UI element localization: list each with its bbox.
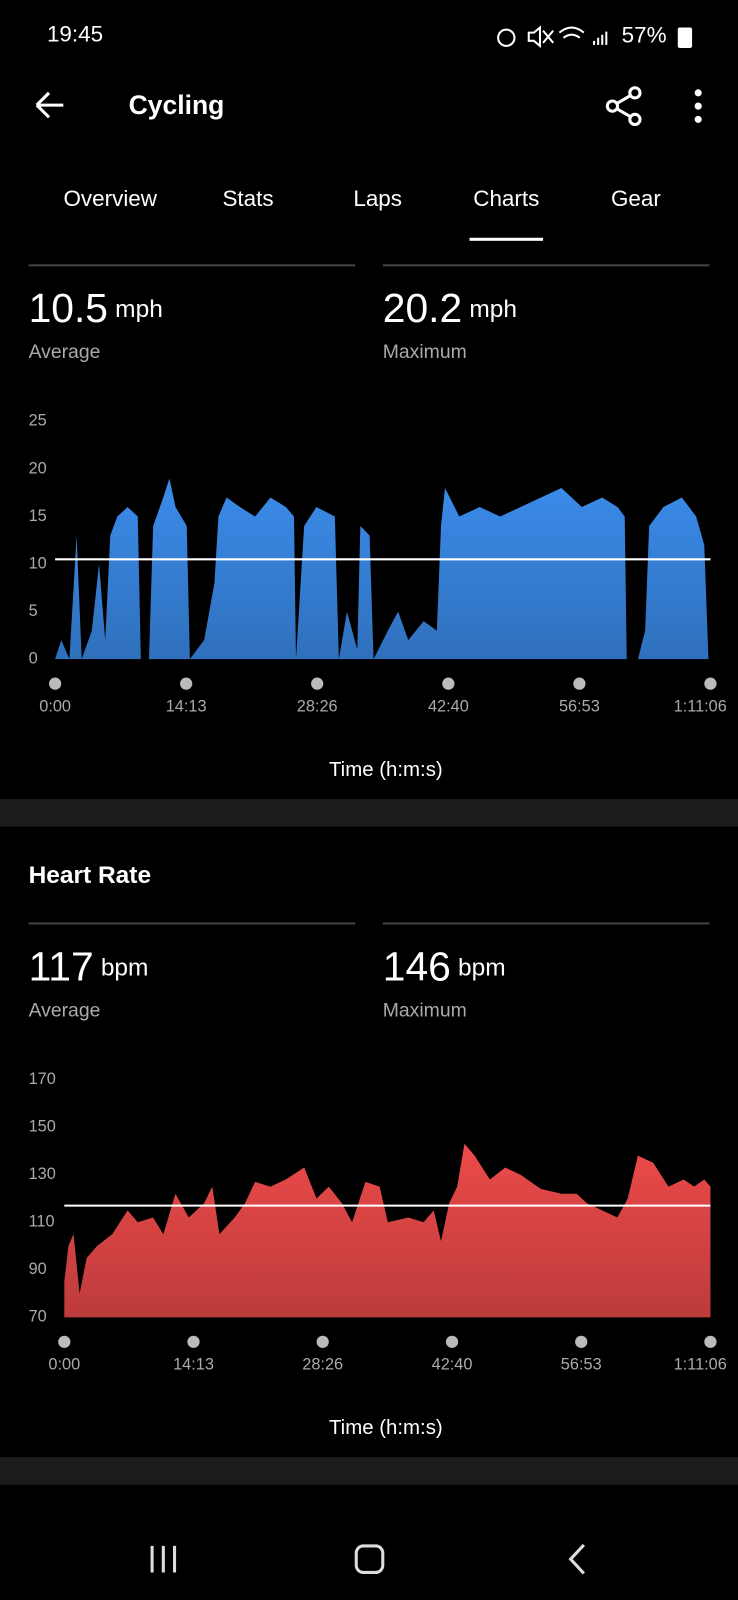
x-tick-dot: [704, 1335, 717, 1348]
x-tick-dot: [442, 677, 455, 690]
x-tick-label: 1:11:06: [674, 1356, 727, 1374]
x-tick-label: 14:13: [166, 697, 207, 715]
stat-label: Average: [29, 341, 101, 363]
tab[interactable]: Gear: [611, 186, 661, 211]
x-tick-label: 42:40: [432, 1356, 473, 1374]
x-tick-dot: [573, 677, 586, 690]
x-tick-dot: [48, 677, 62, 690]
tab[interactable]: Laps: [353, 186, 402, 211]
y-tick-label: 20: [29, 459, 47, 477]
x-tick-label: 0:00: [39, 697, 71, 715]
tab[interactable]: Stats: [222, 186, 273, 211]
stat-number: 117: [29, 943, 94, 989]
clock: 19:45: [47, 22, 103, 47]
back-button[interactable]: [35, 91, 64, 119]
y-tick-label: 25: [29, 412, 47, 430]
divider: [28, 264, 356, 267]
more-menu[interactable]: [694, 89, 702, 123]
divider: [28, 922, 356, 925]
y-tick-label: 5: [29, 602, 38, 620]
y-tick-label: 110: [29, 1213, 55, 1231]
x-tick-dot: [445, 1335, 459, 1348]
y-tick-label: 130: [29, 1165, 56, 1183]
tab-indicator: [469, 237, 544, 241]
divider: [382, 264, 710, 267]
stat-label: Maximum: [383, 999, 467, 1021]
x-axis-title: Time (h:m:s): [329, 759, 443, 781]
area: [64, 1143, 711, 1318]
stat-label: Average: [29, 999, 101, 1021]
x-axis-title: Time (h:m:s): [329, 1417, 443, 1439]
x-tick-label: 28:26: [297, 697, 338, 715]
tab[interactable]: Overview: [63, 186, 157, 211]
stat-unit: bpm: [101, 955, 149, 982]
section-separator: [0, 1457, 738, 1485]
x-tick-dot: [311, 677, 324, 690]
stat-value: 117 bpm: [29, 943, 149, 989]
x-tick-label: 42:40: [428, 697, 469, 715]
stat-value: 10.5 mph: [29, 285, 163, 331]
y-tick-label: 15: [29, 507, 47, 525]
x-tick-dot: [575, 1335, 588, 1348]
battery-percent: 57%: [622, 23, 667, 48]
x-tick-dot: [180, 677, 193, 690]
tab[interactable]: Charts: [473, 186, 539, 211]
stat-unit: bpm: [458, 955, 506, 982]
stat-unit: mph: [469, 297, 517, 324]
stat-label: Maximum: [383, 341, 467, 363]
x-tick-label: 56:53: [559, 697, 600, 715]
y-tick-label: 0: [29, 649, 38, 667]
x-tick-label: 28:26: [302, 1356, 343, 1374]
stat-value: 20.2 mph: [383, 285, 517, 331]
divider: [382, 922, 710, 925]
section-separator: [0, 798, 738, 827]
nav-back-button[interactable]: [568, 1543, 585, 1575]
x-tick-label: 56:53: [561, 1356, 602, 1374]
x-tick-label: 1:11:06: [674, 697, 727, 715]
stat-number: 10.5: [29, 285, 108, 331]
y-tick-label: 170: [29, 1070, 56, 1088]
section-title: Heart Rate: [29, 862, 152, 889]
stat-number: 146: [383, 943, 451, 989]
stat-number: 20.2: [383, 285, 462, 331]
x-tick-dot: [58, 1335, 71, 1348]
stat-value: 146 bpm: [383, 943, 506, 989]
y-tick-label: 150: [29, 1117, 56, 1135]
status-icons: [497, 25, 608, 49]
x-tick-dot: [316, 1335, 329, 1348]
x-tick-label: 14:13: [173, 1356, 214, 1374]
home-button[interactable]: [354, 1544, 385, 1574]
page-title: Cycling: [129, 90, 225, 120]
y-tick-label: 70: [29, 1308, 47, 1326]
y-tick-label: 90: [29, 1260, 47, 1278]
area: [55, 478, 709, 660]
battery-icon: [677, 27, 693, 48]
x-tick-label: 0:00: [48, 1356, 80, 1374]
x-tick-dot: [704, 677, 717, 690]
x-tick-dot: [187, 1335, 200, 1348]
recent-apps-button[interactable]: [150, 1545, 177, 1573]
stat-unit: mph: [115, 297, 163, 324]
y-tick-label: 10: [29, 554, 47, 572]
share-button[interactable]: [605, 86, 642, 127]
